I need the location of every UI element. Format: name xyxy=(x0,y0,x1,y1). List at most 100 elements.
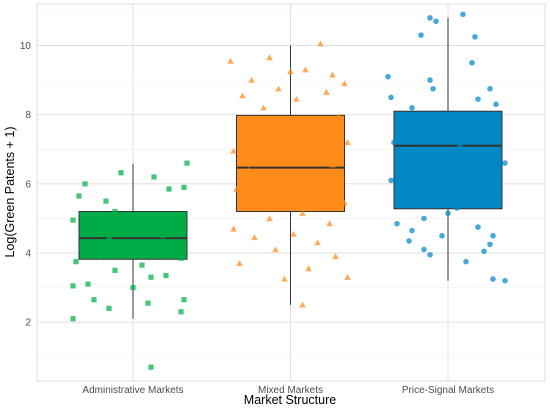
data-point-circle xyxy=(433,18,439,25)
data-point-triangle xyxy=(227,57,234,64)
data-point-circle xyxy=(451,182,457,189)
data-point-circle xyxy=(397,200,403,206)
data-point-circle xyxy=(493,187,499,194)
data-point-square xyxy=(79,243,85,249)
data-point-triangle xyxy=(308,182,315,189)
data-point-circle xyxy=(472,194,478,201)
box xyxy=(393,110,503,210)
data-point-circle xyxy=(412,148,418,154)
data-point-square xyxy=(106,305,112,311)
data-point-triangle xyxy=(257,177,264,184)
data-point-triangle xyxy=(260,104,267,111)
data-point-square xyxy=(70,283,76,289)
data-point-triangle xyxy=(296,142,303,149)
data-point-triangle xyxy=(317,40,324,47)
data-point-circle xyxy=(409,227,415,234)
y-tick-label: 10 xyxy=(20,41,32,52)
data-point-circle xyxy=(460,11,466,18)
data-point-circle xyxy=(427,77,433,83)
data-point-circle xyxy=(475,224,481,230)
data-point-triangle xyxy=(338,173,345,180)
data-point-circle xyxy=(490,276,496,282)
data-point-triangle xyxy=(278,194,285,201)
data-point-circle xyxy=(454,205,460,211)
data-point-circle xyxy=(487,241,493,248)
y-tick-label: 6 xyxy=(25,179,31,190)
data-point-triangle xyxy=(323,190,330,197)
data-point-square xyxy=(145,229,151,235)
data-point-circle xyxy=(430,85,436,92)
data-point-triangle xyxy=(266,54,273,61)
data-point-circle xyxy=(388,177,394,184)
data-point-triangle xyxy=(272,246,279,253)
data-point-circle xyxy=(421,132,427,139)
data-point-square xyxy=(130,212,136,218)
data-point-triangle xyxy=(287,170,294,177)
data-point-square xyxy=(112,267,118,273)
data-point-square xyxy=(157,215,163,222)
data-point-triangle xyxy=(293,95,300,102)
data-point-circle xyxy=(436,156,442,163)
data-point-triangle xyxy=(290,230,297,237)
data-point-circle xyxy=(421,246,427,253)
data-point-triangle xyxy=(329,161,336,168)
data-point-circle xyxy=(487,85,493,92)
data-point-square xyxy=(181,184,187,190)
data-point-triangle xyxy=(311,152,318,159)
data-point-circle xyxy=(475,136,481,142)
data-point-square xyxy=(70,217,76,223)
data-point-square xyxy=(166,186,172,192)
data-point-square xyxy=(106,234,112,241)
data-point-circle xyxy=(466,167,472,173)
data-point-triangle xyxy=(299,301,306,308)
data-point-triangle xyxy=(341,199,348,206)
data-point-square xyxy=(112,208,118,215)
box xyxy=(236,114,345,213)
data-point-circle xyxy=(493,101,499,108)
data-point-circle xyxy=(427,170,433,177)
data-point-square xyxy=(169,240,175,246)
data-point-circle xyxy=(463,258,469,265)
data-point-triangle xyxy=(242,204,249,211)
data-point-circle xyxy=(388,94,394,101)
data-point-circle xyxy=(502,277,508,284)
data-point-circle xyxy=(385,73,391,80)
data-point-circle xyxy=(448,125,454,132)
y-axis-title: Log(Green Patents + 1) xyxy=(3,127,17,258)
data-point-triangle xyxy=(248,76,255,83)
data-point-triangle xyxy=(236,125,243,132)
data-point-square xyxy=(91,297,97,303)
data-point-circle xyxy=(439,115,445,121)
x-tick-label: Administrative Markets xyxy=(82,385,183,396)
jitter-points xyxy=(70,11,508,370)
data-point-circle xyxy=(463,111,469,118)
data-point-triangle xyxy=(266,215,273,222)
y-tick-label: 4 xyxy=(25,249,31,260)
data-point-triangle xyxy=(230,225,237,232)
data-point-circle xyxy=(415,191,421,198)
data-point-square xyxy=(94,219,100,225)
data-point-square xyxy=(82,181,88,187)
data-point-triangle xyxy=(254,135,261,142)
plot-border xyxy=(36,3,546,382)
data-point-square xyxy=(148,274,154,280)
data-point-circle xyxy=(490,151,496,158)
x-axis-title: Market Structure xyxy=(244,393,336,407)
data-point-circle xyxy=(409,104,415,111)
data-point-triangle xyxy=(275,85,282,92)
data-point-triangle xyxy=(305,121,312,128)
data-point-triangle xyxy=(344,273,351,280)
data-point-triangle xyxy=(335,113,342,120)
y-tick-label: 2 xyxy=(25,318,31,329)
data-point-square xyxy=(151,174,157,180)
data-point-triangle xyxy=(302,66,309,73)
data-point-square xyxy=(175,221,181,227)
data-point-triangle xyxy=(329,71,336,78)
data-point-square xyxy=(88,231,94,237)
data-point-square xyxy=(76,193,82,199)
data-point-circle xyxy=(439,232,445,239)
x-tick-label: Mixed Markets xyxy=(258,385,323,396)
data-point-square xyxy=(73,259,79,265)
